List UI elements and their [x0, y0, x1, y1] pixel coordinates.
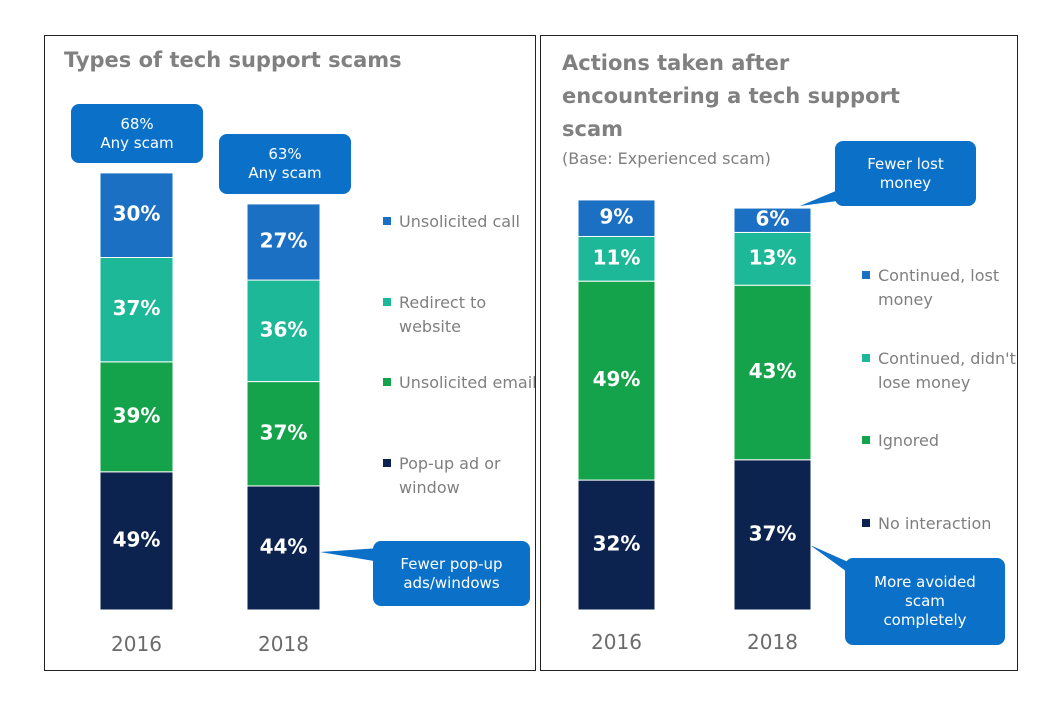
data-label: 6% — [756, 207, 790, 231]
callout: Fewer pop-up ads/windows — [373, 541, 530, 606]
bar-segment — [99, 471, 174, 611]
data-label: 36% — [260, 317, 308, 341]
chart-subtitle: (Base: Experienced scam) — [562, 149, 771, 168]
legend-swatch — [862, 519, 870, 527]
x-tick-label: 2016 — [591, 630, 642, 654]
bar-segment — [246, 279, 321, 383]
data-label: 37% — [749, 521, 797, 545]
callout: Fewer lost money — [835, 141, 976, 206]
bar-segment — [99, 361, 174, 473]
panel-border — [44, 35, 536, 671]
legend-swatch — [862, 354, 870, 362]
data-label: 27% — [260, 228, 308, 252]
callout: More avoided scam completely — [845, 558, 1005, 645]
callout: 63% Any scam — [219, 134, 351, 194]
legend-swatch — [383, 298, 391, 306]
data-label: 13% — [749, 245, 797, 269]
bar-segment — [733, 459, 812, 611]
legend-label: Pop-up ad or window — [399, 454, 501, 497]
chart-title: Actions taken after encountering a tech … — [562, 51, 900, 141]
data-label: 39% — [113, 403, 161, 427]
bar-segment — [577, 479, 656, 611]
data-label: 44% — [260, 534, 308, 558]
bar-segment — [246, 485, 321, 611]
legend-label: Ignored — [878, 431, 940, 450]
data-label: 11% — [593, 245, 641, 269]
data-label: 9% — [600, 205, 634, 229]
bar-segment — [733, 231, 812, 286]
bar-segment — [246, 381, 321, 487]
bar-segment — [733, 284, 812, 461]
callout-pointer — [320, 548, 380, 562]
legend-swatch — [383, 217, 391, 225]
legend-label: Unsolicited call — [399, 212, 520, 231]
bar-segment — [577, 199, 656, 237]
bar-segment — [246, 203, 321, 281]
legend-label: Continued, lost money — [878, 266, 1000, 309]
data-label: 37% — [113, 296, 161, 320]
bar-segment — [99, 172, 174, 258]
chart-title: Types of tech support scams — [64, 48, 402, 72]
x-tick-label: 2018 — [747, 630, 798, 654]
x-tick-label: 2016 — [111, 632, 162, 656]
data-label: 43% — [749, 359, 797, 383]
legend-label: Unsolicited email — [399, 373, 537, 392]
legend-swatch — [383, 378, 391, 386]
data-label: 32% — [593, 532, 641, 556]
legend-label: No interaction — [878, 514, 992, 533]
bar-segment — [733, 207, 812, 233]
bar-segment — [577, 235, 656, 282]
legend-swatch — [862, 436, 870, 444]
data-label: 49% — [113, 527, 161, 551]
data-label: 30% — [113, 202, 161, 226]
legend-swatch — [862, 271, 870, 279]
bar-segment — [577, 280, 656, 481]
x-tick-label: 2018 — [258, 632, 309, 656]
data-label: 37% — [260, 420, 308, 444]
panel-border — [540, 35, 1018, 671]
legend-label: Redirect to website — [399, 293, 487, 336]
legend-label: Continued, didn't lose money — [878, 349, 1016, 392]
legend-swatch — [383, 459, 391, 467]
callout: 68% Any scam — [71, 104, 203, 163]
data-label: 49% — [593, 367, 641, 391]
